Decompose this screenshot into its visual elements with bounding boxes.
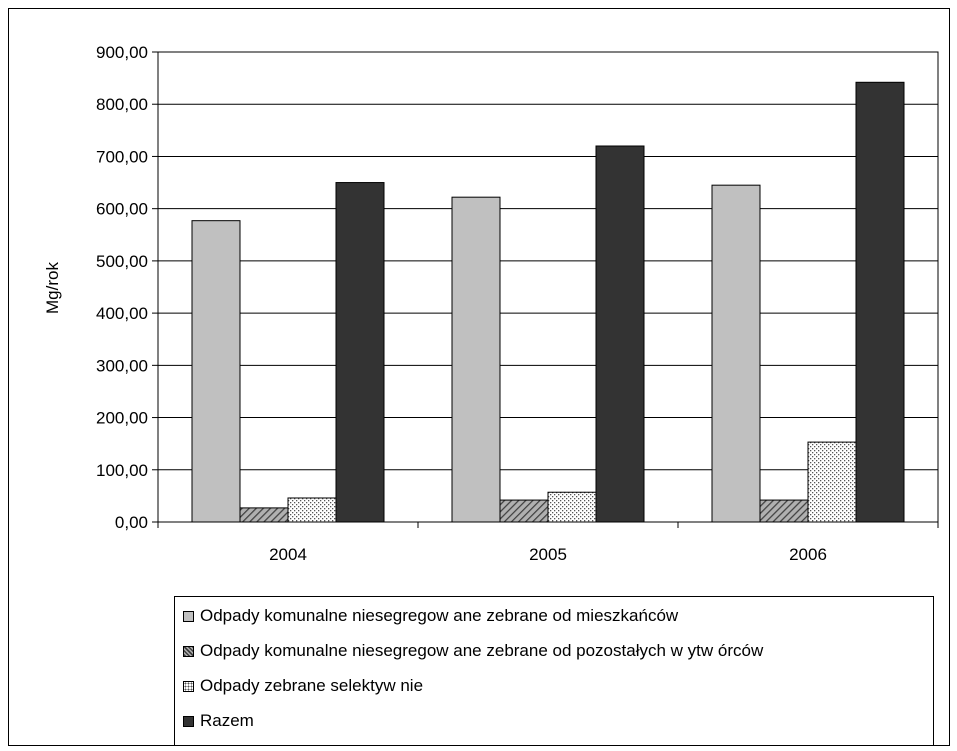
- legend-swatch-icon: [183, 645, 194, 657]
- x-tick-label: 2004: [269, 545, 307, 564]
- bar: [807, 441, 857, 523]
- legend-label: Odpady komunalne niesegregow ane zebrane…: [200, 606, 679, 625]
- bar: [239, 507, 289, 523]
- y-tick-label: 200,00: [96, 409, 148, 428]
- legend-item: Odpady komunalne niesegregow ane zebrane…: [183, 604, 678, 628]
- bar: [711, 184, 761, 523]
- legend-item: Razem: [183, 709, 254, 733]
- y-tick-label: 300,00: [96, 356, 148, 375]
- bar: [759, 499, 809, 523]
- legend-swatch-icon: [183, 680, 194, 692]
- x-tick-label: 2005: [529, 545, 567, 564]
- y-tick-label: 0,00: [115, 513, 148, 532]
- bar: [335, 182, 385, 523]
- x-tick-label: 2006: [789, 545, 827, 564]
- legend-label: Odpady zebrane selektyw nie: [200, 676, 424, 695]
- bar: [451, 196, 501, 523]
- y-axis-label: Mg/rok: [43, 262, 62, 314]
- y-tick-label: 500,00: [96, 252, 148, 271]
- legend-swatch-icon: [183, 715, 194, 727]
- legend-item: Odpady zebrane selektyw nie: [183, 674, 423, 698]
- y-tick-label: 800,00: [96, 95, 148, 114]
- bar: [287, 497, 337, 523]
- y-tick-label: 900,00: [96, 43, 148, 62]
- bar: [855, 81, 905, 523]
- y-tick-label: 400,00: [96, 304, 148, 323]
- legend-label: Razem: [200, 711, 254, 730]
- bar: [595, 145, 645, 523]
- bar: [191, 220, 241, 523]
- y-tick-label: 100,00: [96, 461, 148, 480]
- legend-item: Odpady komunalne niesegregow ane zebrane…: [183, 639, 763, 663]
- bar: [547, 491, 597, 523]
- legend-label: Odpady komunalne niesegregow ane zebrane…: [200, 641, 764, 660]
- bar: [499, 499, 549, 523]
- y-tick-label: 600,00: [96, 200, 148, 219]
- chart-legend: Odpady komunalne niesegregow ane zebrane…: [174, 596, 934, 746]
- y-tick-label: 700,00: [96, 147, 148, 166]
- legend-swatch-icon: [183, 610, 194, 622]
- plot-area-border: [157, 51, 939, 523]
